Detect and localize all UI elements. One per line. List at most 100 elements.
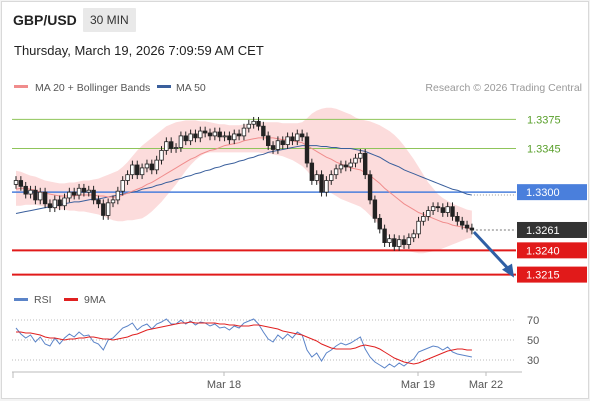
candle-body [86,189,91,193]
candle-body [246,123,251,129]
candle-body [362,152,368,176]
credit-text: Research © 2026 Trading Central [425,82,582,94]
candle-body [430,206,436,211]
timestamp: Thursday, March 19, 2026 7:09:59 AM CET [14,43,264,58]
candle-body [178,135,184,148]
candle-body [304,136,310,164]
candle-body [164,141,169,151]
support-label: 1.3240 [526,245,560,257]
candle-body [18,180,24,187]
bollinger-band-area [16,107,472,254]
candle-body [396,239,402,247]
candle-body [149,163,154,171]
rsi-ma-line [16,321,472,365]
candle-body [435,206,441,209]
candle-body [411,233,416,239]
timeframe-badge[interactable]: 30 MIN [83,8,136,32]
candle-body [144,163,150,169]
candle-body [319,174,324,193]
candle-body [445,206,450,213]
candle-body [338,164,344,170]
legend-rsi-label: RSI [34,294,52,306]
candle-body [333,168,339,176]
candle-body [42,191,48,205]
candle-body [324,180,329,193]
candle-body [426,210,431,217]
candle-body [387,238,392,243]
legend-rsi-ma-swatch [64,298,78,301]
candle-body [47,203,53,209]
candle-body [421,215,426,222]
price-panel: 1.3375 1.3345 1.3300 1.3261 1.3240 1.3215 [12,107,587,283]
candle-body [159,150,164,161]
candle-body [450,206,455,217]
candle-body [96,199,101,205]
rsi-tick-label: 30 [527,355,539,367]
candle-body [329,174,334,181]
candle-body [91,189,96,201]
candle-body [459,220,465,226]
x-tick-label: Mar 19 [401,379,435,391]
candle-body [270,145,276,150]
rsi-tick-label: 50 [527,335,539,347]
candle-body [67,191,72,199]
candle-body [57,199,62,207]
candle-body [265,135,271,146]
candle-body [464,224,470,229]
candle-body [52,199,57,209]
rsi-panel: 70 50 30 [12,315,539,369]
candle-body [76,187,82,196]
resistance-label: 1.3375 [527,114,561,126]
candle-body [168,141,174,149]
candle-body [115,190,121,201]
candle-body [81,187,87,193]
symbol-title: GBP/USD [13,12,77,28]
candle-body [28,189,33,195]
candle-body [105,202,111,216]
candle-body [372,199,378,219]
candle-body [139,167,145,176]
candle-body [299,133,305,138]
candle-body [183,135,188,142]
candle-body [295,133,300,142]
candle-body [309,162,315,181]
candle-body [440,207,445,213]
candle-body [173,147,179,149]
candle-body [406,237,412,245]
candle-body [38,191,43,201]
candle-body [256,120,261,127]
candle-body [275,140,281,150]
candle-body [343,164,348,168]
candle-body [469,227,475,231]
candle-body [193,133,198,139]
candle-body [62,197,67,207]
legend-ma20-swatch [14,85,28,88]
legend-rsi-ma-label: 9MA [84,294,106,306]
candle-body [241,127,247,137]
candle-body [261,125,266,137]
resistance-label: 1.3345 [527,144,561,156]
candle-body [101,203,106,216]
candle-body [227,135,232,141]
pivot-label: 1.3300 [526,187,560,199]
projection-arrow-shaft [472,230,511,271]
legend-rsi-swatch [14,298,28,301]
candle-body [202,130,208,134]
candle-body [290,136,295,142]
candle-body [120,180,125,192]
support-tag [517,266,587,283]
candle-body [280,140,285,146]
legend-ma50-swatch [157,85,171,88]
candle-body [392,238,397,247]
rsi-line [15,318,473,369]
candle-body [232,133,237,141]
support-label: 1.3215 [526,270,560,282]
projection-arrow-head [502,263,514,278]
candle-body [188,133,193,142]
header: GBP/USD 30 MIN [2,2,588,38]
candle-body [348,162,353,168]
candle-body [382,228,387,243]
legend-ma20-label: MA 20 + Bollinger Bands [35,82,150,94]
candle-body [198,130,203,139]
